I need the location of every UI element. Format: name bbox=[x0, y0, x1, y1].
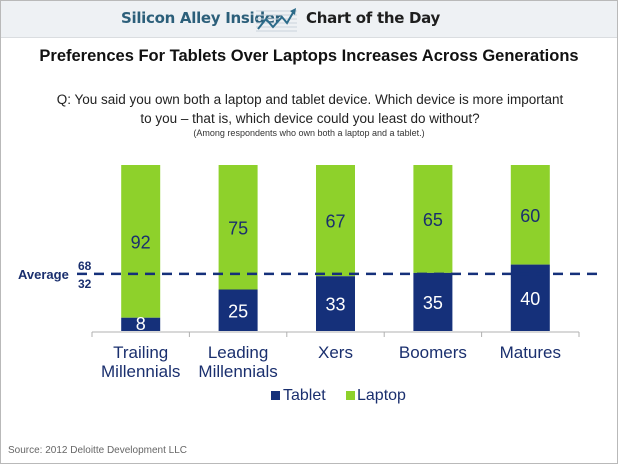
category-tick-label: Leading bbox=[208, 343, 269, 362]
data-label-laptop: 75 bbox=[228, 218, 248, 238]
survey-question: Q: You said you own both a laptop and ta… bbox=[30, 90, 590, 128]
legend-label-laptop: Laptop bbox=[357, 387, 406, 404]
data-label-laptop: 60 bbox=[520, 206, 540, 226]
bar-tablet bbox=[413, 272, 453, 331]
trend-line-chart-icon bbox=[256, 8, 297, 32]
section-title: Chart of the Day bbox=[306, 9, 440, 27]
bar-laptop bbox=[413, 165, 453, 273]
brand-name: Silicon Alley Insider bbox=[121, 9, 282, 27]
category-tick-label: Matures bbox=[500, 343, 561, 362]
category-tick-label: Trailing bbox=[113, 343, 168, 362]
average-tablet-value: 32 bbox=[78, 277, 92, 291]
source-note: Source: 2012 Deloitte Development LLC bbox=[8, 445, 187, 456]
data-label-tablet: 8 bbox=[136, 314, 146, 334]
category-tick-label: Millennials bbox=[198, 362, 277, 381]
data-label-laptop: 92 bbox=[131, 232, 151, 252]
average-laptop-value: 68 bbox=[78, 259, 92, 273]
bar-laptop bbox=[316, 165, 355, 277]
legend-swatch-laptop bbox=[346, 391, 355, 400]
legend-label-tablet: Tablet bbox=[283, 387, 326, 404]
bar-laptop bbox=[121, 165, 161, 318]
chart-title: Preferences For Tablets Over Laptops Inc… bbox=[39, 47, 579, 65]
data-label-laptop: 67 bbox=[325, 212, 345, 232]
category-tick-label: Millennials bbox=[101, 362, 180, 381]
bar-laptop bbox=[218, 165, 258, 290]
bar-tablet bbox=[121, 317, 161, 331]
category-tick-label: Boomers bbox=[399, 343, 467, 362]
data-label-laptop: 65 bbox=[423, 210, 443, 230]
data-label-tablet: 33 bbox=[325, 295, 345, 315]
bar-laptop bbox=[510, 165, 550, 265]
average-label: Average bbox=[18, 267, 69, 282]
data-label-tablet: 35 bbox=[423, 293, 443, 313]
header-banner: Silicon Alley Insider Chart of the Day bbox=[1, 1, 617, 38]
bar-tablet bbox=[510, 264, 550, 331]
question-line-2: to you – that is, which device could you… bbox=[140, 111, 480, 126]
category-tick-label: Xers bbox=[318, 343, 353, 362]
survey-note: (Among respondents who own both a laptop… bbox=[193, 128, 425, 138]
bar-tablet bbox=[218, 289, 258, 331]
legend-swatch-tablet bbox=[271, 391, 280, 400]
data-label-tablet: 40 bbox=[520, 289, 540, 309]
data-label-tablet: 25 bbox=[228, 301, 248, 321]
question-line-1: Q: You said you own both a laptop and ta… bbox=[56, 92, 564, 107]
bar-tablet bbox=[316, 276, 355, 331]
